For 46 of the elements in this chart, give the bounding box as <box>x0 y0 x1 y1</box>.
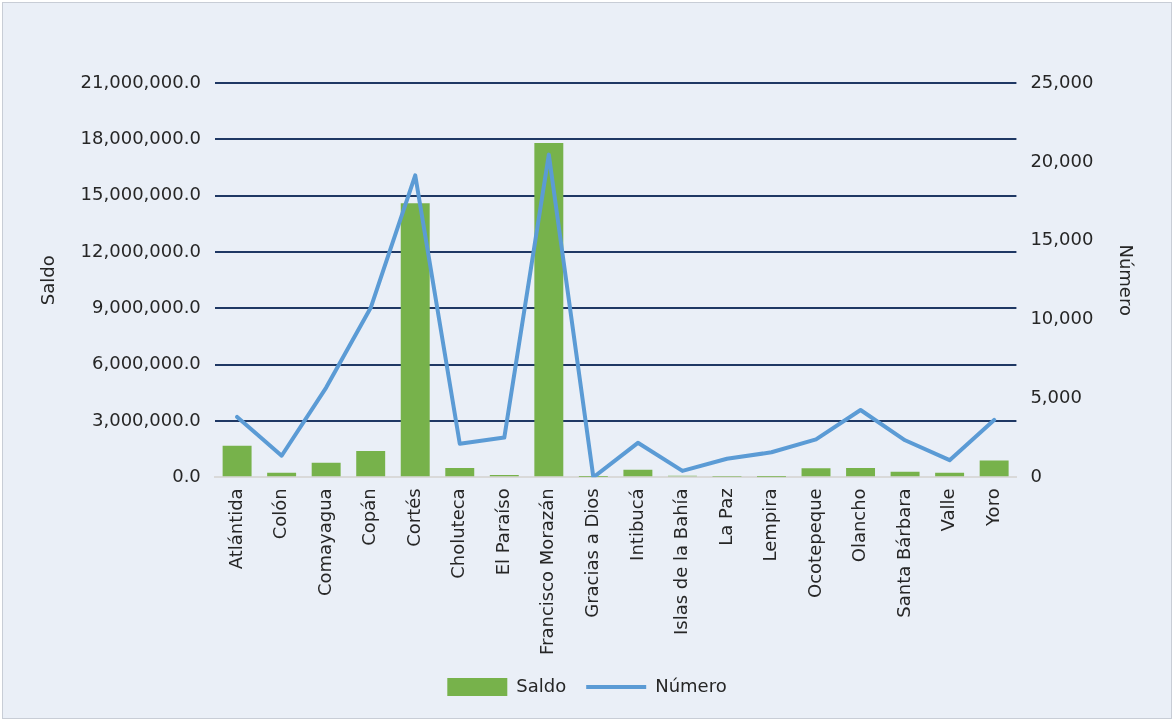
y-tick-label: 0.0 <box>172 465 201 487</box>
bar <box>534 143 564 477</box>
x-tick-label: Comayagua <box>313 488 335 597</box>
x-tick-label: Olancho <box>848 488 870 563</box>
bar <box>846 467 876 477</box>
y2-tick-label: 0 <box>1030 465 1042 487</box>
bar <box>979 460 1009 477</box>
x-tick-label: Atlántida <box>224 488 246 570</box>
x-tick-label: Cortés <box>402 488 424 547</box>
bar <box>311 462 341 477</box>
y-tick-label: 15,000,000.0 <box>80 183 201 205</box>
x-tick-label: Choluteca <box>447 488 469 579</box>
y2-tick-label: 25,000 <box>1030 70 1094 92</box>
bar <box>356 451 386 477</box>
x-tick-label: Islas de la Bahía <box>670 488 692 635</box>
y2-tick-label: 15,000 <box>1030 228 1094 250</box>
y2-axis-title: Número <box>1115 244 1137 316</box>
x-tick-label: Gracias a Dios <box>581 488 603 618</box>
legend-label: Número <box>655 674 727 696</box>
bar <box>445 467 475 477</box>
y2-tick-label: 20,000 <box>1030 149 1094 171</box>
y-tick-label: 9,000,000.0 <box>92 296 201 318</box>
x-tick-label: Copán <box>358 488 380 546</box>
x-tick-label: Yoro <box>981 488 1003 527</box>
bar <box>400 203 430 477</box>
x-tick-label: Valle <box>937 488 959 532</box>
y-axis-title: Saldo <box>37 255 59 306</box>
legend-label: Saldo <box>516 674 567 696</box>
x-tick-label: Santa Bárbara <box>892 488 914 618</box>
x-tick-label: Colón <box>269 488 291 540</box>
y-tick-label: 3,000,000.0 <box>92 408 201 430</box>
y2-tick-label: 10,000 <box>1030 307 1094 329</box>
y2-tick-label: 5,000 <box>1030 386 1082 408</box>
x-tick-label: La Paz <box>714 488 736 546</box>
x-tick-label: Lempira <box>759 488 781 562</box>
x-tick-label: Intibucá <box>625 488 647 561</box>
x-tick-label: El Paraíso <box>491 488 513 576</box>
bar <box>222 445 252 477</box>
y-tick-label: 18,000,000.0 <box>80 127 201 149</box>
x-tick-label: Ocotepeque <box>803 488 825 598</box>
bar <box>623 469 653 477</box>
y-tick-label: 6,000,000.0 <box>92 352 201 374</box>
bar <box>801 468 831 477</box>
x-tick-label: Francisco Morazán <box>536 488 558 656</box>
y-tick-label: 12,000,000.0 <box>80 239 201 261</box>
y-tick-label: 21,000,000.0 <box>80 70 201 92</box>
